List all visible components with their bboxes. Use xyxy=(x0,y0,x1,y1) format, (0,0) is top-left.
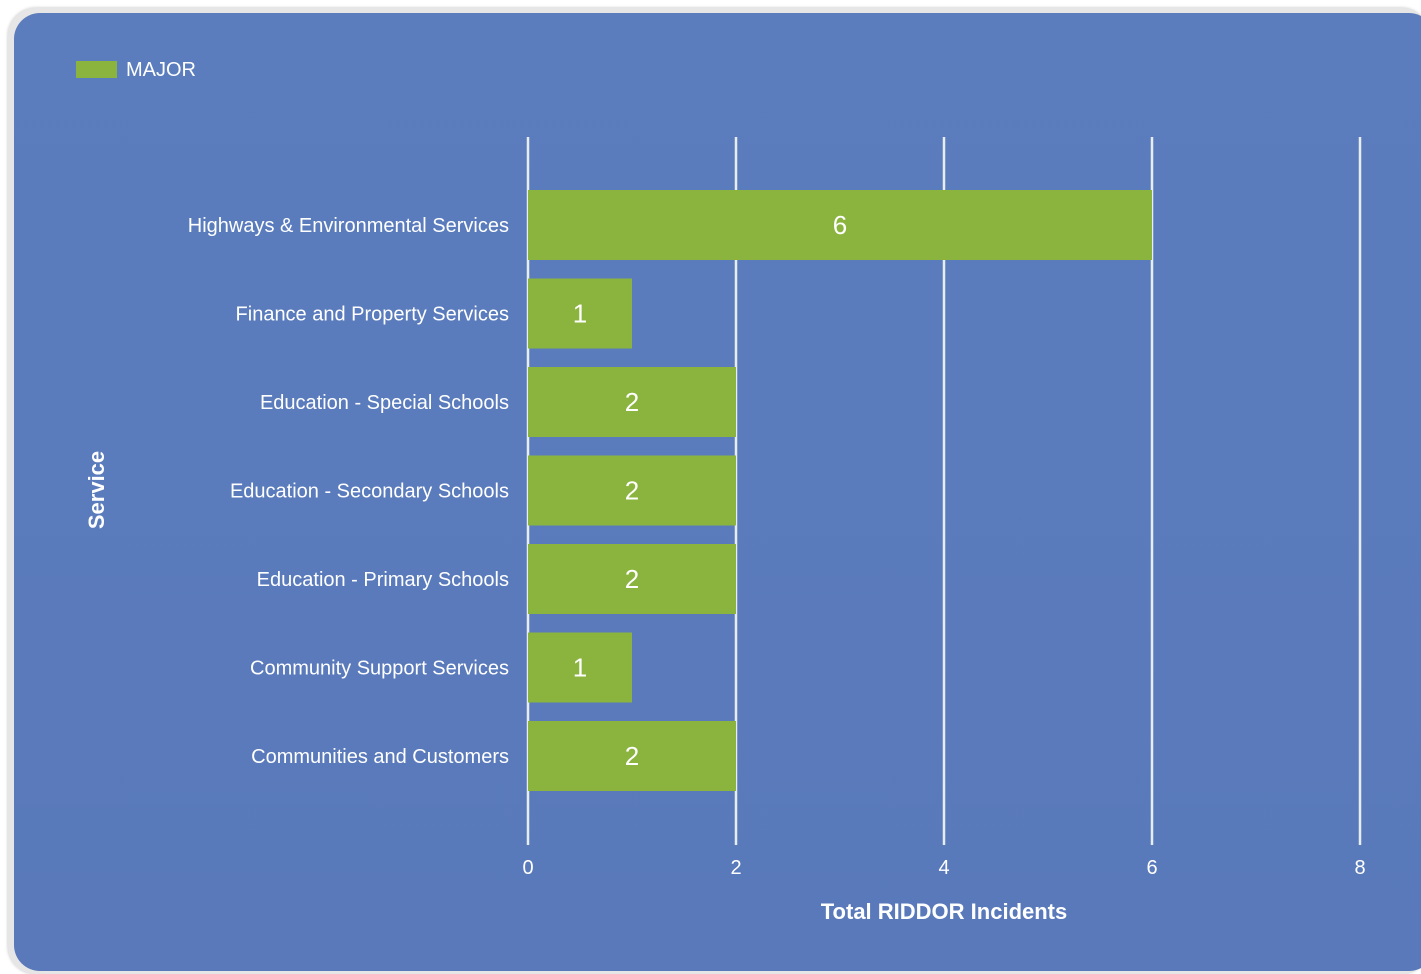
x-tick-label: 2 xyxy=(730,857,741,879)
data-label: 1 xyxy=(573,299,587,329)
category-label: Community Support Services xyxy=(250,658,509,680)
category-label: Finance and Property Services xyxy=(236,304,509,326)
bar xyxy=(528,544,736,614)
bar xyxy=(528,278,632,349)
data-label: 2 xyxy=(625,741,639,771)
x-tick-label: 6 xyxy=(1146,857,1157,879)
data-label: 2 xyxy=(625,564,639,594)
legend-swatch-major xyxy=(76,61,117,78)
legend-label-major: MAJOR xyxy=(126,59,196,81)
data-labels: 6 1 2 2 2 1 2 xyxy=(573,210,847,771)
category-label: Communities and Customers xyxy=(251,746,509,768)
bar xyxy=(528,632,632,703)
x-tick-label: 8 xyxy=(1354,857,1365,879)
category-label: Highways & Environmental Services xyxy=(188,215,509,237)
x-tick-label: 4 xyxy=(938,857,949,879)
bars xyxy=(528,190,1152,791)
data-label: 6 xyxy=(833,210,847,240)
legend: MAJOR xyxy=(76,59,196,81)
category-label: Education - Special Schools xyxy=(260,392,509,414)
bar xyxy=(528,190,1152,260)
x-axis-title: Total RIDDOR Incidents xyxy=(821,899,1068,924)
bar xyxy=(528,455,736,526)
data-label: 2 xyxy=(625,476,639,506)
x-tick-label: 0 xyxy=(522,857,533,879)
data-label: 1 xyxy=(573,653,587,683)
category-labels: Highways & Environmental Services Finance… xyxy=(188,215,509,768)
x-tick-labels: 0 2 4 6 8 xyxy=(522,857,1365,879)
category-label: Education - Secondary Schools xyxy=(230,481,509,503)
data-label: 2 xyxy=(625,387,639,417)
category-label: Education - Primary Schools xyxy=(257,569,509,591)
bar xyxy=(528,721,736,791)
bar xyxy=(528,367,736,437)
y-axis-title: Service xyxy=(84,451,109,529)
